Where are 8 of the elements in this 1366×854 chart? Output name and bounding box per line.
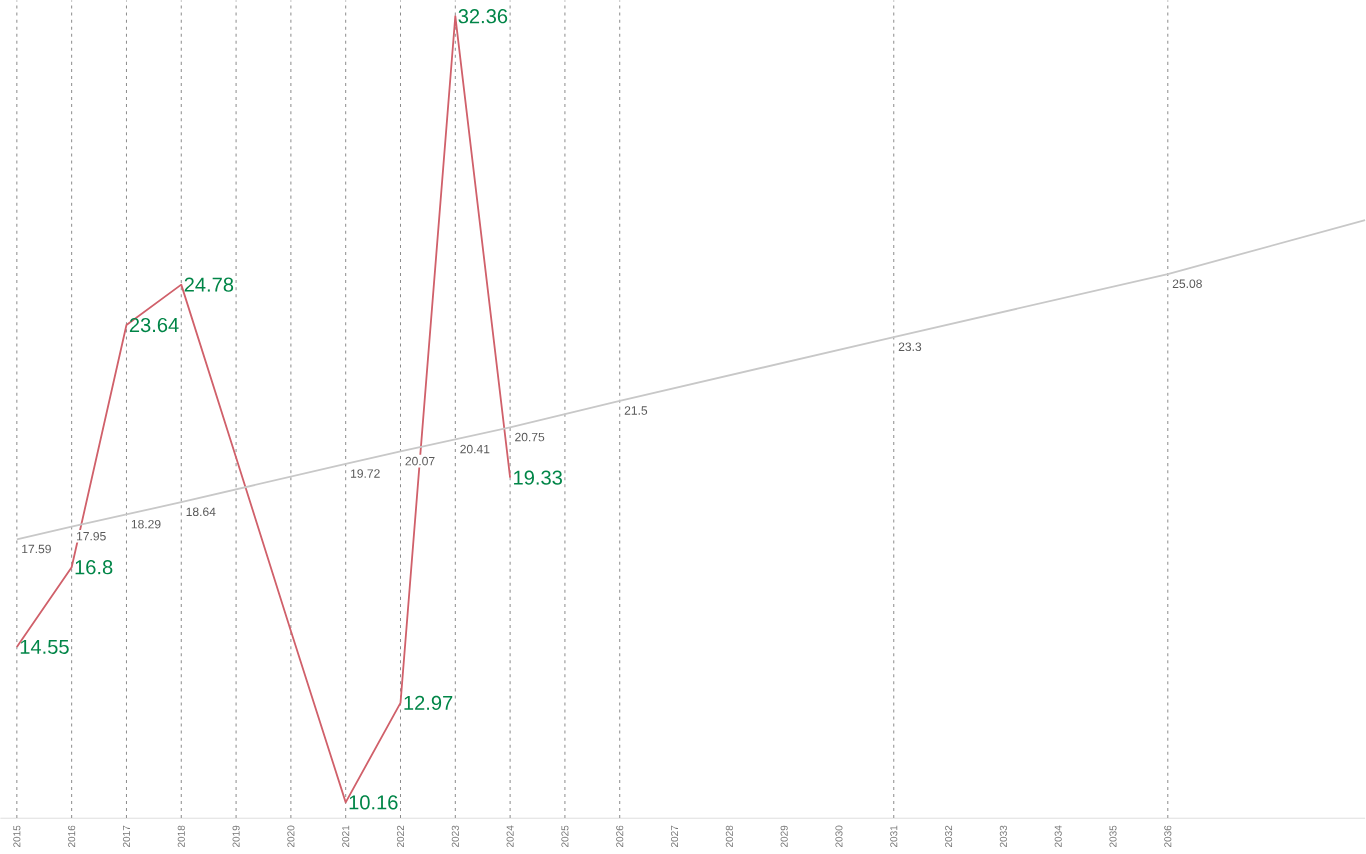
data-label: 24.78 bbox=[184, 277, 234, 292]
data-label: 32.36 bbox=[458, 8, 508, 24]
data-label: 14.55 bbox=[20, 639, 69, 654]
data-label: 23.64 bbox=[129, 317, 179, 332]
data-label: 19.33 bbox=[514, 470, 562, 485]
data-label: 16.8 bbox=[75, 560, 113, 575]
data-label: 12.97 bbox=[404, 695, 453, 710]
data-label: 10.16 bbox=[349, 795, 398, 810]
